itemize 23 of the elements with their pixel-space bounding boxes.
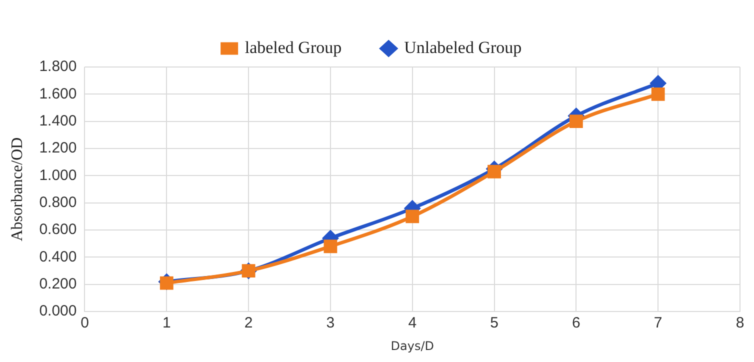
y-tick-label: 1.000: [39, 166, 77, 184]
y-tick-label: 1.600: [39, 85, 77, 102]
y-tick-label: 0.200: [39, 276, 77, 293]
y-tick-label: 1.200: [39, 140, 77, 157]
x-tick-label: 1: [162, 314, 171, 332]
legend-label: labeled Group: [244, 38, 342, 57]
x-axis-title: Days/D: [390, 338, 434, 353]
x-tick-label: 5: [490, 314, 498, 332]
x-tick-label: 2: [244, 314, 253, 332]
y-axis-title: Absorbance/OD: [8, 137, 26, 242]
y-tick-label: 0.000: [39, 302, 77, 320]
y-tick-label: 1.400: [39, 112, 77, 130]
x-tick-label: 0: [80, 314, 89, 332]
y-tick-label: 0.800: [39, 194, 77, 212]
x-tick-label: 3: [326, 314, 335, 332]
x-tick-label: 4: [408, 314, 417, 332]
y-tick-label: 0.400: [39, 248, 77, 266]
y-tick-label: 0.600: [39, 221, 77, 238]
y-tick-label: 1.800: [39, 58, 77, 76]
x-tick-label: 6: [572, 314, 580, 332]
x-tick-label: 8: [736, 314, 744, 332]
legend-label: Unlabeled Group: [404, 38, 522, 57]
x-tick-label: 7: [654, 314, 662, 332]
